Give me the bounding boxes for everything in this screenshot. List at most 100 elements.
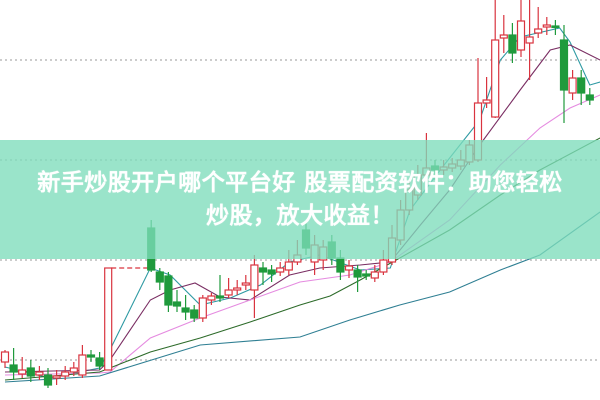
- candle-body: [353, 269, 362, 278]
- candle: [362, 270, 371, 280]
- candle: [542, 17, 551, 35]
- candle-body: [534, 28, 543, 34]
- candle: [26, 360, 35, 382]
- candle: [207, 293, 216, 305]
- candle: [491, 0, 500, 118]
- candle-body: [172, 301, 182, 307]
- candle: [233, 280, 242, 295]
- candle-body: [344, 265, 354, 271]
- candle-body: [568, 77, 577, 94]
- candle: [353, 265, 362, 292]
- candle-body: [61, 371, 70, 377]
- moving-average-line-3: [4, 94, 600, 376]
- candle: [568, 70, 577, 100]
- banner-title-line-2: 炒股，放大收益！: [206, 202, 394, 229]
- candle-body: [86, 354, 96, 358]
- candle: [215, 275, 225, 302]
- candle: [508, 23, 517, 63]
- candle-body: [577, 77, 586, 94]
- candle-body: [95, 357, 104, 367]
- candle: [525, 0, 534, 80]
- candle: [551, 20, 560, 35]
- candle: [164, 272, 173, 312]
- candle-body: [78, 354, 87, 376]
- candle: [61, 366, 70, 380]
- candle: [35, 366, 44, 380]
- candle-body: [276, 267, 285, 273]
- candle-body: [26, 367, 35, 377]
- candle-body: [559, 39, 569, 91]
- candle-body: [52, 375, 61, 379]
- candle-body: [233, 287, 242, 291]
- candle-body: [43, 374, 53, 386]
- candle: [258, 262, 268, 285]
- candle: [69, 362, 78, 376]
- candle: [9, 348, 18, 380]
- candle: [155, 268, 164, 290]
- candle: [559, 25, 569, 123]
- candle: [499, 15, 508, 53]
- candle-body: [379, 259, 388, 273]
- candle-body: [508, 34, 517, 54]
- candle: [0, 350, 10, 368]
- title-banner: 新手炒股开户哪个平台好 股票配资软件：助您轻松 炒股，放大收益！: [0, 140, 600, 259]
- candle-body: [215, 295, 225, 299]
- candle-body: [551, 25, 560, 29]
- candle-body: [482, 99, 491, 104]
- candle-body: [241, 282, 250, 286]
- candle: [276, 262, 285, 276]
- candle: [181, 295, 190, 320]
- candle-body: [499, 34, 508, 39]
- candle: [267, 265, 276, 282]
- candle: [344, 260, 354, 278]
- candle: [534, 7, 543, 38]
- candle: [577, 70, 586, 105]
- candle-body: [190, 309, 199, 319]
- candle: [585, 88, 594, 105]
- candle: [18, 357, 27, 378]
- moving-average-line-5: [4, 211, 600, 383]
- candle-body: [198, 297, 207, 319]
- candle-body: [585, 94, 594, 101]
- candle: [370, 265, 379, 282]
- candle-body: [516, 20, 526, 51]
- candle-body: [267, 269, 276, 275]
- candle: [86, 350, 96, 362]
- candle-body: [284, 261, 293, 271]
- candle: [224, 278, 233, 298]
- candle: [95, 352, 104, 370]
- candle-body: [164, 275, 173, 306]
- candle-body: [491, 39, 500, 118]
- candle-body: [18, 369, 27, 375]
- candle: [43, 368, 53, 388]
- candle: [482, 77, 491, 108]
- candle-body: [542, 24, 551, 28]
- candle: [172, 290, 182, 312]
- candle-body: [155, 271, 164, 283]
- candle-body: [181, 307, 190, 313]
- candle: [250, 255, 259, 318]
- candle: [52, 370, 61, 385]
- moving-average-line-2: [4, 44, 600, 373]
- candle: [78, 345, 87, 378]
- candle: [190, 305, 199, 322]
- candle: [241, 275, 250, 290]
- banner-title-line-1: 新手炒股开户哪个平台好 股票配资软件：助您轻松: [37, 169, 563, 196]
- candle-body: [525, 36, 534, 44]
- candle: [516, 0, 526, 57]
- candle-body: [362, 273, 371, 277]
- candle-body: [0, 351, 10, 363]
- candle-body: [9, 364, 18, 373]
- candle: [104, 267, 113, 371]
- candle-body: [207, 295, 216, 301]
- candle-body: [224, 289, 233, 296]
- candle-body: [250, 264, 259, 291]
- candle-body: [258, 267, 268, 273]
- candle-body: [35, 371, 44, 376]
- candle-body: [69, 367, 78, 373]
- candle-body: [336, 257, 345, 273]
- candle-body: [370, 271, 379, 279]
- candle-body: [104, 267, 113, 371]
- candle: [198, 295, 207, 322]
